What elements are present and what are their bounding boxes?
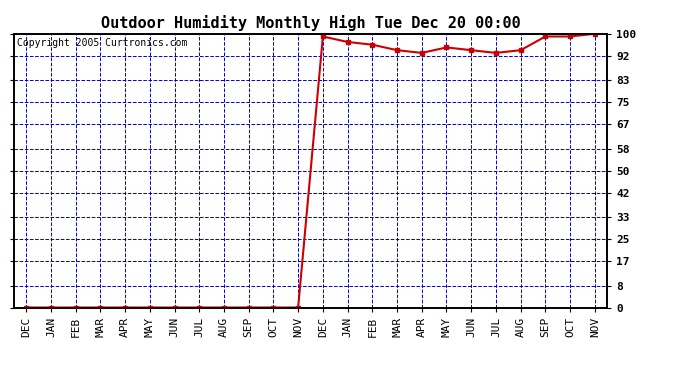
Text: Copyright 2005 Curtronics.com: Copyright 2005 Curtronics.com [17,38,187,48]
Title: Outdoor Humidity Monthly High Tue Dec 20 00:00: Outdoor Humidity Monthly High Tue Dec 20… [101,15,520,31]
